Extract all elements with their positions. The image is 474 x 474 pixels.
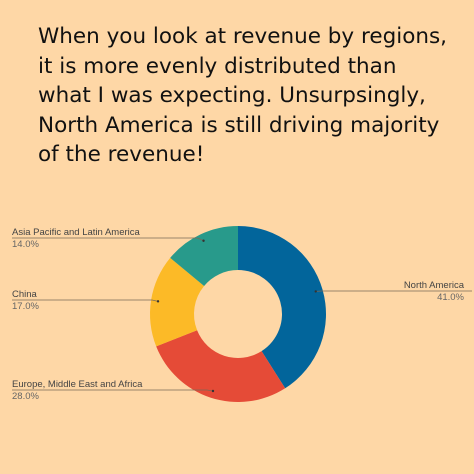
label-north-america: North America	[404, 280, 465, 291]
value-europe-middle-east-and-africa: 28.0%	[12, 391, 39, 402]
leader-line-asia-pacific-and-latin-america	[12, 237, 204, 242]
leader-dot-north-america	[314, 290, 317, 293]
label-china: China	[12, 289, 38, 300]
leader-dot-europe-middle-east-and-africa	[211, 389, 215, 393]
label-europe-middle-east-and-africa: Europe, Middle East and Africa	[12, 379, 143, 390]
slice-europe-middle-east-and-africa	[156, 330, 286, 402]
leader-dot-china	[156, 300, 160, 303]
value-asia-pacific-and-latin-america: 14.0%	[12, 239, 39, 250]
value-north-america: 41.0%	[437, 292, 464, 303]
slice-north-america	[238, 226, 326, 389]
slice-asia-pacific-and-latin-america	[170, 226, 238, 286]
leader-dot-asia-pacific-and-latin-america	[202, 239, 205, 242]
value-china: 17.0%	[12, 301, 39, 312]
slice-china	[150, 257, 205, 347]
leader-lines	[12, 237, 472, 393]
leader-line-europe-middle-east-and-africa	[12, 389, 214, 392]
leader-line-china	[12, 299, 159, 302]
label-asia-pacific-and-latin-america: Asia Pacific and Latin America	[12, 227, 141, 238]
headline-text: When you look at revenue by regions, it …	[38, 24, 448, 167]
donut-slices	[150, 226, 326, 402]
